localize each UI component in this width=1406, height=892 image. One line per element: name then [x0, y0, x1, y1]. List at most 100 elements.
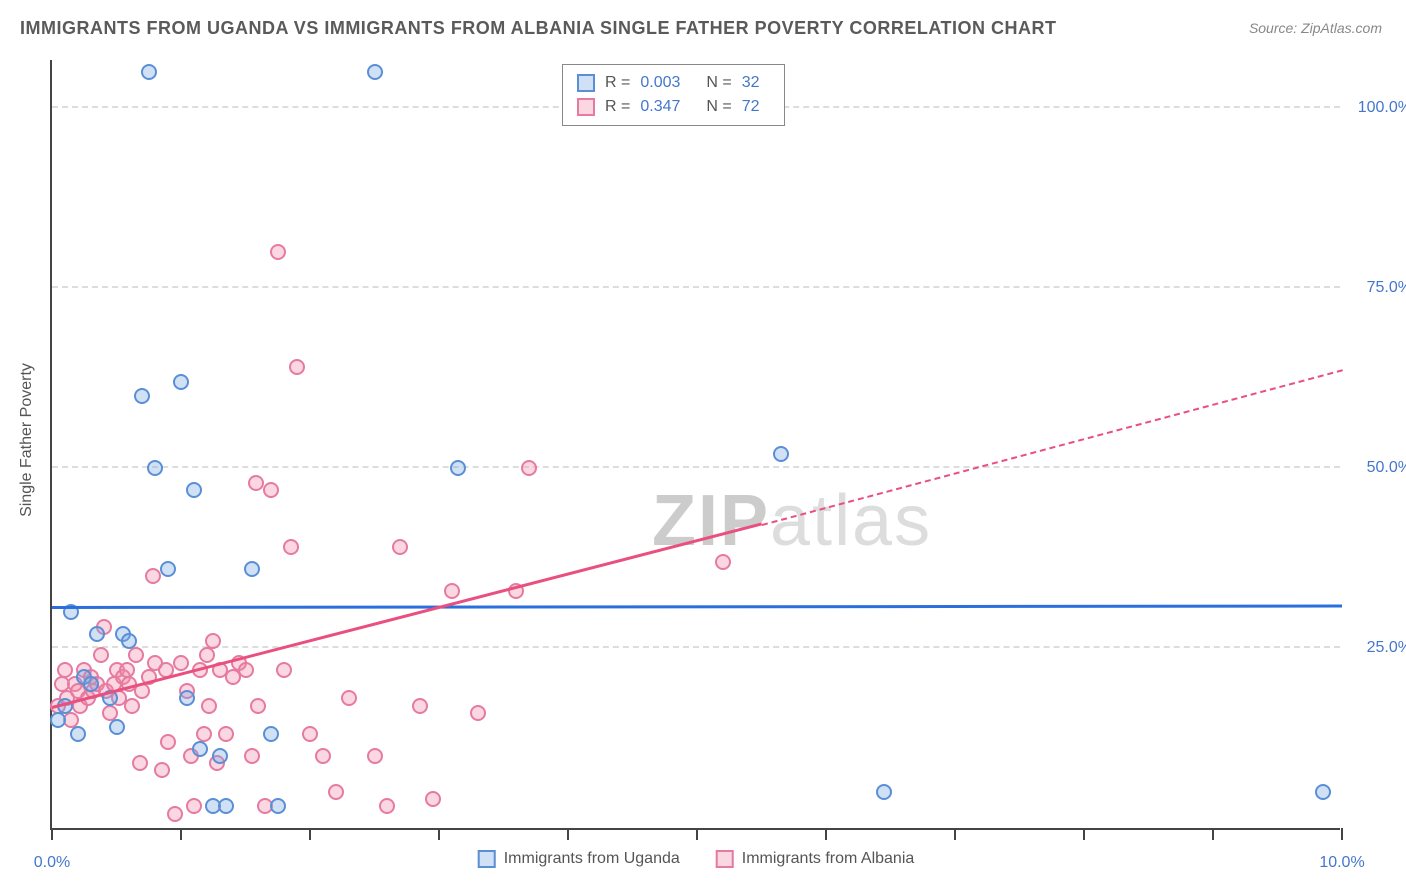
- scatter-point-albania: [238, 662, 254, 678]
- legend-label-albania: Immigrants from Albania: [742, 850, 915, 868]
- n-label: N =: [706, 74, 731, 92]
- scatter-point-albania: [205, 633, 221, 649]
- scatter-point-albania: [367, 748, 383, 764]
- scatter-point-albania: [201, 698, 217, 714]
- scatter-point-uganda: [109, 719, 125, 735]
- scatter-point-uganda: [121, 633, 137, 649]
- x-tick-label: 0.0%: [34, 854, 70, 872]
- scatter-point-albania: [128, 647, 144, 663]
- chart-plot-area: ZIPatlas R = 0.003 N = 32 R = 0.347 N = …: [50, 60, 1340, 830]
- scatter-point-albania: [302, 726, 318, 742]
- scatter-point-albania: [412, 698, 428, 714]
- scatter-point-uganda: [147, 460, 163, 476]
- scatter-point-albania: [250, 698, 266, 714]
- scatter-point-albania: [244, 748, 260, 764]
- swatch-albania-icon: [716, 850, 734, 868]
- y-axis-label: Single Father Poverty: [18, 363, 36, 517]
- scatter-point-uganda: [192, 741, 208, 757]
- scatter-point-albania: [124, 698, 140, 714]
- scatter-point-albania: [444, 583, 460, 599]
- swatch-uganda-icon: [577, 74, 595, 92]
- scatter-point-albania: [470, 705, 486, 721]
- scatter-point-albania: [199, 647, 215, 663]
- x-tick: [1212, 828, 1214, 840]
- gridline: [52, 466, 1340, 468]
- scatter-point-albania: [276, 662, 292, 678]
- swatch-albania-icon: [577, 98, 595, 116]
- scatter-point-albania: [160, 734, 176, 750]
- scatter-point-uganda: [1315, 784, 1331, 800]
- x-tick: [696, 828, 698, 840]
- scatter-point-uganda: [160, 561, 176, 577]
- y-tick-label: 75.0%: [1367, 279, 1406, 297]
- scatter-point-uganda: [173, 374, 189, 390]
- scatter-point-albania: [283, 539, 299, 555]
- swatch-uganda-icon: [478, 850, 496, 868]
- x-tick: [567, 828, 569, 840]
- scatter-point-uganda: [367, 64, 383, 80]
- x-tick: [180, 828, 182, 840]
- scatter-point-albania: [715, 554, 731, 570]
- scatter-point-albania: [248, 475, 264, 491]
- legend-stats-row: R = 0.003 N = 32: [577, 71, 770, 95]
- y-tick-label: 50.0%: [1367, 459, 1406, 477]
- x-tick: [825, 828, 827, 840]
- scatter-point-albania: [145, 568, 161, 584]
- x-tick: [51, 828, 53, 840]
- legend-stats-row: R = 0.347 N = 72: [577, 95, 770, 119]
- scatter-point-uganda: [244, 561, 260, 577]
- scatter-point-uganda: [263, 726, 279, 742]
- scatter-point-albania: [167, 806, 183, 822]
- x-tick: [309, 828, 311, 840]
- legend-bottom: Immigrants from Uganda Immigrants from A…: [478, 850, 915, 868]
- scatter-point-uganda: [450, 460, 466, 476]
- n-value-uganda: 32: [742, 74, 770, 92]
- scatter-point-uganda: [83, 676, 99, 692]
- scatter-point-uganda: [773, 446, 789, 462]
- scatter-point-uganda: [70, 726, 86, 742]
- scatter-point-uganda: [141, 64, 157, 80]
- legend-item: Immigrants from Albania: [716, 850, 915, 868]
- watermark-text: ZIPatlas: [652, 480, 932, 562]
- scatter-point-albania: [132, 755, 148, 771]
- source-label: Source: ZipAtlas.com: [1249, 20, 1382, 36]
- trendline: [52, 604, 1342, 608]
- scatter-point-uganda: [212, 748, 228, 764]
- scatter-point-albania: [392, 539, 408, 555]
- x-tick: [1083, 828, 1085, 840]
- scatter-point-albania: [379, 798, 395, 814]
- scatter-point-albania: [425, 791, 441, 807]
- x-tick: [954, 828, 956, 840]
- gridline: [52, 286, 1340, 288]
- scatter-point-uganda: [218, 798, 234, 814]
- trendline: [761, 369, 1342, 526]
- x-tick: [1341, 828, 1343, 840]
- legend-label-uganda: Immigrants from Uganda: [504, 850, 680, 868]
- r-label: R =: [605, 98, 630, 116]
- scatter-point-uganda: [186, 482, 202, 498]
- scatter-point-albania: [289, 359, 305, 375]
- scatter-point-uganda: [89, 626, 105, 642]
- legend-stats-box: R = 0.003 N = 32 R = 0.347 N = 72: [562, 64, 785, 126]
- scatter-point-albania: [328, 784, 344, 800]
- scatter-point-uganda: [270, 798, 286, 814]
- scatter-point-albania: [263, 482, 279, 498]
- x-tick-label: 10.0%: [1319, 854, 1364, 872]
- gridline: [52, 646, 1340, 648]
- scatter-point-albania: [218, 726, 234, 742]
- scatter-point-albania: [154, 762, 170, 778]
- r-label: R =: [605, 74, 630, 92]
- y-tick-label: 100.0%: [1358, 99, 1406, 117]
- scatter-point-albania: [341, 690, 357, 706]
- scatter-point-albania: [93, 647, 109, 663]
- scatter-point-uganda: [876, 784, 892, 800]
- scatter-point-uganda: [134, 388, 150, 404]
- scatter-point-albania: [521, 460, 537, 476]
- legend-item: Immigrants from Uganda: [478, 850, 680, 868]
- scatter-point-albania: [57, 662, 73, 678]
- scatter-point-albania: [186, 798, 202, 814]
- scatter-point-albania: [173, 655, 189, 671]
- chart-title: IMMIGRANTS FROM UGANDA VS IMMIGRANTS FRO…: [20, 18, 1056, 39]
- scatter-point-albania: [270, 244, 286, 260]
- scatter-point-albania: [315, 748, 331, 764]
